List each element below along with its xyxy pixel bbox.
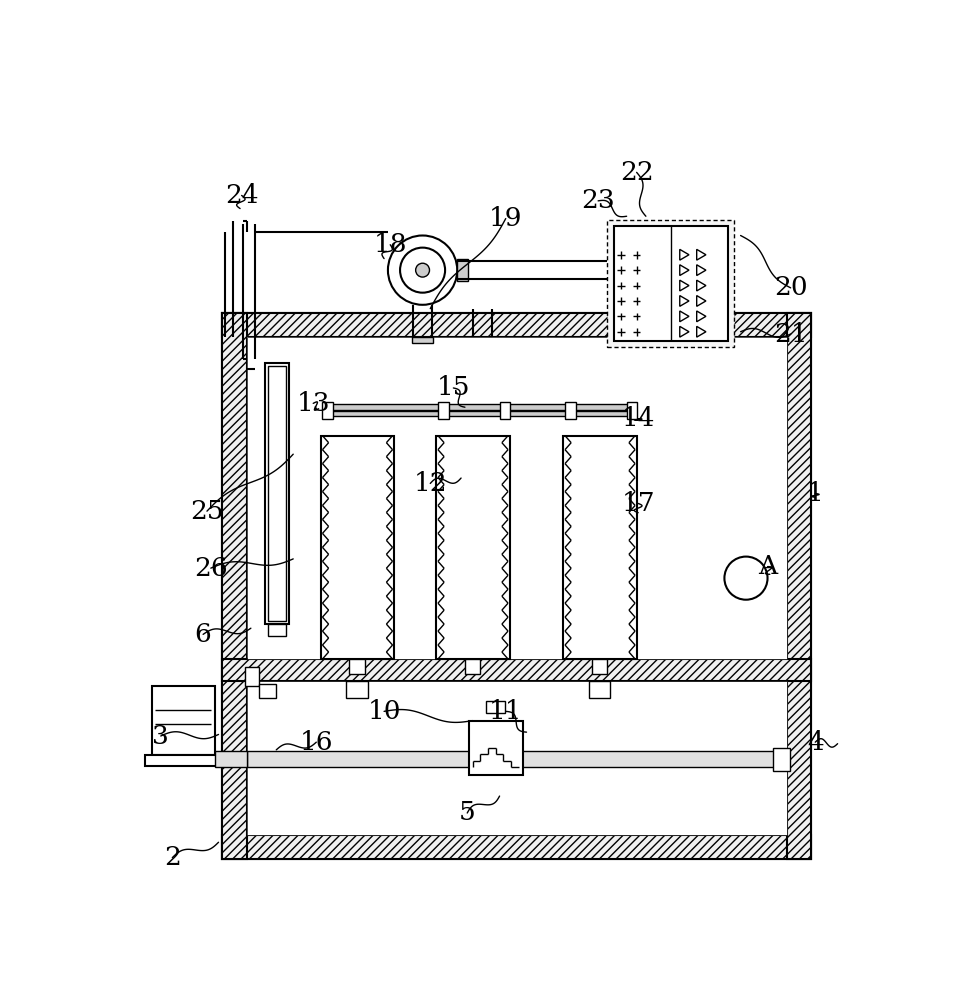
Text: 1: 1 — [807, 481, 824, 506]
Bar — [325, 404, 632, 410]
Bar — [607, 220, 735, 347]
Text: 24: 24 — [224, 183, 258, 208]
Text: 15: 15 — [436, 375, 470, 400]
Bar — [268, 366, 287, 621]
Bar — [614, 226, 728, 341]
Polygon shape — [680, 296, 689, 306]
Bar — [222, 312, 811, 859]
Text: 25: 25 — [190, 499, 223, 524]
Bar — [222, 835, 811, 859]
Text: 3: 3 — [152, 724, 169, 748]
Text: 11: 11 — [489, 699, 523, 724]
Text: A: A — [758, 554, 777, 579]
Bar — [222, 659, 811, 681]
Text: 17: 17 — [621, 491, 655, 516]
Bar — [486, 701, 505, 713]
Polygon shape — [696, 280, 706, 291]
Bar — [411, 337, 433, 343]
Text: 5: 5 — [458, 800, 476, 826]
Text: 14: 14 — [621, 406, 655, 431]
Bar — [565, 402, 575, 419]
Polygon shape — [680, 280, 689, 291]
Bar — [592, 659, 607, 674]
Bar — [247, 337, 786, 835]
Bar — [268, 624, 287, 636]
Bar — [773, 748, 790, 771]
Text: 19: 19 — [489, 206, 523, 231]
Bar — [246, 667, 259, 686]
Bar — [247, 337, 786, 659]
Text: 18: 18 — [373, 232, 407, 257]
Bar — [626, 402, 638, 419]
Text: 4: 4 — [807, 730, 824, 755]
Circle shape — [415, 263, 430, 277]
Polygon shape — [696, 296, 706, 306]
Bar — [564, 436, 637, 659]
Bar — [247, 681, 786, 835]
Bar — [247, 751, 786, 767]
Text: 10: 10 — [367, 699, 401, 724]
Text: 13: 13 — [296, 391, 330, 416]
Bar — [465, 659, 480, 674]
Bar — [500, 402, 510, 419]
Text: 20: 20 — [774, 275, 807, 300]
Bar — [222, 312, 247, 859]
Bar — [436, 436, 509, 659]
Polygon shape — [680, 311, 689, 322]
Polygon shape — [696, 326, 706, 337]
Text: 6: 6 — [195, 622, 212, 647]
Bar — [346, 681, 368, 698]
Bar — [259, 684, 275, 698]
Polygon shape — [680, 326, 689, 337]
Text: 12: 12 — [413, 471, 447, 496]
Bar — [322, 402, 334, 419]
Bar — [265, 363, 290, 624]
Polygon shape — [680, 265, 689, 276]
Bar — [457, 259, 468, 281]
Text: 2: 2 — [164, 845, 180, 870]
Bar — [222, 312, 811, 337]
Bar — [325, 411, 632, 416]
Bar — [349, 659, 364, 674]
Bar — [589, 681, 611, 698]
Polygon shape — [696, 265, 706, 276]
Circle shape — [724, 557, 767, 600]
Circle shape — [400, 248, 445, 293]
Bar — [438, 402, 449, 419]
Circle shape — [388, 235, 457, 305]
Text: 23: 23 — [581, 188, 615, 213]
Polygon shape — [696, 249, 706, 260]
Bar — [146, 755, 221, 766]
Bar — [469, 721, 523, 774]
Bar — [152, 686, 215, 755]
Bar — [215, 751, 247, 767]
Text: 22: 22 — [620, 160, 653, 185]
Text: 21: 21 — [774, 322, 807, 347]
Bar — [321, 436, 394, 659]
Polygon shape — [696, 311, 706, 322]
Bar — [786, 312, 811, 859]
Polygon shape — [680, 249, 689, 260]
Text: 26: 26 — [194, 556, 227, 581]
Text: 16: 16 — [299, 730, 333, 755]
